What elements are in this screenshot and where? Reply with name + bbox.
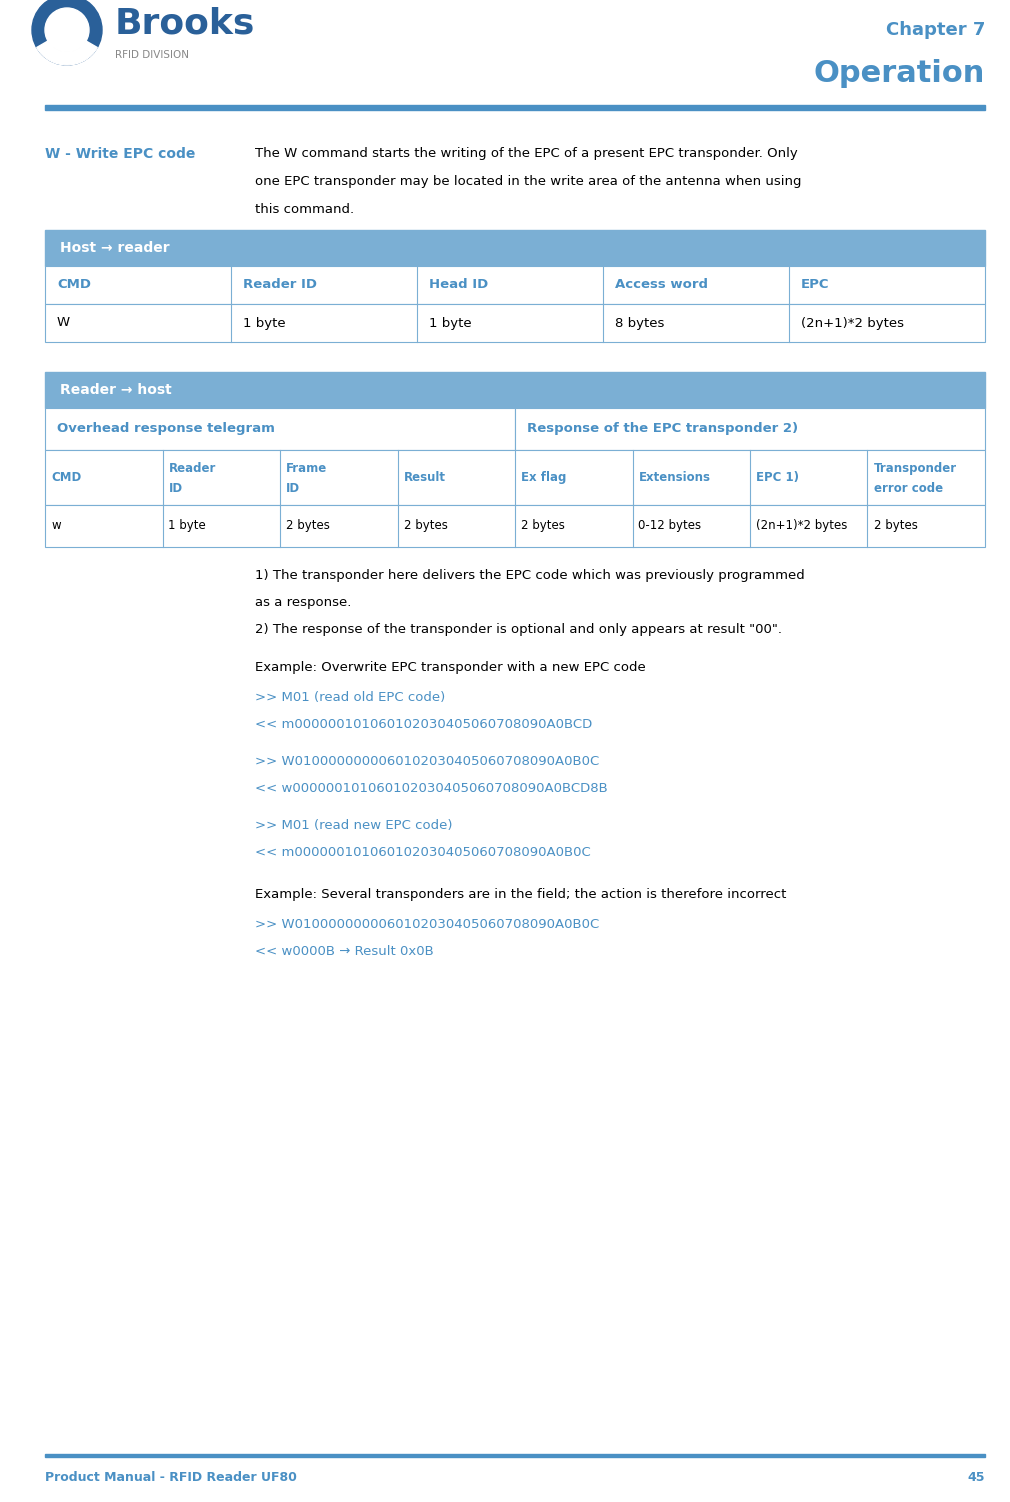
Text: Product Manual - RFID Reader UF80: Product Manual - RFID Reader UF80 — [45, 1470, 297, 1484]
Text: 2 bytes: 2 bytes — [874, 520, 917, 533]
Text: << w0000B → Result 0x0B: << w0000B → Result 0x0B — [255, 945, 433, 958]
Bar — [45, 1454, 985, 1457]
Text: error code: error code — [874, 482, 942, 496]
Text: 45: 45 — [968, 1470, 985, 1484]
Text: (2n+1)*2 bytes: (2n+1)*2 bytes — [801, 317, 904, 329]
Text: Example: Overwrite EPC transponder with a new EPC code: Example: Overwrite EPC transponder with … — [255, 661, 645, 674]
Text: this command.: this command. — [255, 203, 355, 216]
Bar — [515, 409, 985, 451]
Text: The W command starts the writing of the EPC of a present EPC transponder. Only: The W command starts the writing of the … — [255, 147, 798, 161]
Bar — [45, 266, 985, 303]
Text: 8 bytes: 8 bytes — [615, 317, 665, 329]
Text: Ex flag: Ex flag — [521, 472, 567, 484]
Text: EPC 1): EPC 1) — [756, 472, 799, 484]
Text: one EPC transponder may be located in the write area of the antenna when using: one EPC transponder may be located in th… — [255, 176, 802, 188]
Circle shape — [45, 8, 89, 53]
Bar — [45, 451, 985, 505]
Text: Host → reader: Host → reader — [60, 240, 170, 255]
Text: ID: ID — [286, 482, 300, 496]
Text: 2 bytes: 2 bytes — [521, 520, 565, 533]
Text: 2 bytes: 2 bytes — [404, 520, 447, 533]
Bar — [45, 372, 985, 409]
Text: Chapter 7: Chapter 7 — [886, 21, 985, 39]
Text: Extensions: Extensions — [638, 472, 710, 484]
Text: Transponder: Transponder — [874, 463, 956, 475]
Text: Frame: Frame — [286, 463, 327, 475]
Bar — [45, 105, 985, 110]
Text: 2 bytes: 2 bytes — [286, 520, 330, 533]
Text: Overhead response telegram: Overhead response telegram — [57, 422, 275, 436]
Text: 0-12 bytes: 0-12 bytes — [638, 520, 702, 533]
Text: 2) The response of the transponder is optional and only appears at result "00".: 2) The response of the transponder is op… — [255, 623, 782, 635]
Text: ID: ID — [169, 482, 183, 496]
Text: Reader: Reader — [169, 463, 216, 475]
Text: 1) The transponder here delivers the EPC code which was previously programmed: 1) The transponder here delivers the EPC… — [255, 569, 805, 581]
Text: 1 byte: 1 byte — [169, 520, 206, 533]
Text: 1 byte: 1 byte — [429, 317, 472, 329]
Bar — [45, 409, 515, 451]
Text: << m000000101060102030405060708090A0B0C: << m000000101060102030405060708090A0B0C — [255, 846, 591, 859]
Text: << m000000101060102030405060708090A0BCD: << m000000101060102030405060708090A0BCD — [255, 718, 592, 731]
Circle shape — [32, 0, 102, 65]
Text: w: w — [50, 520, 61, 533]
Wedge shape — [36, 41, 97, 65]
Text: Operation: Operation — [814, 60, 985, 89]
Text: >> W0100000000060102030405060708090A0B0C: >> W0100000000060102030405060708090A0B0C — [255, 918, 599, 931]
Text: Access word: Access word — [615, 278, 708, 291]
Bar — [45, 230, 985, 266]
Text: EPC: EPC — [801, 278, 829, 291]
Text: >> W0100000000060102030405060708090A0B0C: >> W0100000000060102030405060708090A0B0C — [255, 756, 599, 768]
Text: Brooks: Brooks — [115, 8, 256, 41]
Text: W: W — [57, 317, 70, 329]
Text: >> M01 (read old EPC code): >> M01 (read old EPC code) — [255, 691, 445, 704]
Text: Head ID: Head ID — [429, 278, 488, 291]
Text: CMD: CMD — [57, 278, 91, 291]
Text: >> M01 (read new EPC code): >> M01 (read new EPC code) — [255, 819, 452, 832]
Bar — [45, 303, 985, 342]
Text: 1 byte: 1 byte — [243, 317, 286, 329]
Text: Reader ID: Reader ID — [243, 278, 317, 291]
Text: RFID DIVISION: RFID DIVISION — [115, 50, 189, 60]
Text: Reader → host: Reader → host — [60, 383, 172, 397]
Text: CMD: CMD — [50, 472, 81, 484]
Text: Result: Result — [404, 472, 445, 484]
Text: << w000000101060102030405060708090A0BCD8B: << w000000101060102030405060708090A0BCD8… — [255, 783, 608, 795]
Text: as a response.: as a response. — [255, 596, 351, 608]
Text: W - Write EPC code: W - Write EPC code — [45, 147, 195, 161]
Bar — [45, 505, 985, 547]
Text: Response of the EPC transponder 2): Response of the EPC transponder 2) — [527, 422, 798, 436]
Text: Example: Several transponders are in the field; the action is therefore incorrec: Example: Several transponders are in the… — [255, 888, 787, 901]
Text: (2n+1)*2 bytes: (2n+1)*2 bytes — [756, 520, 847, 533]
